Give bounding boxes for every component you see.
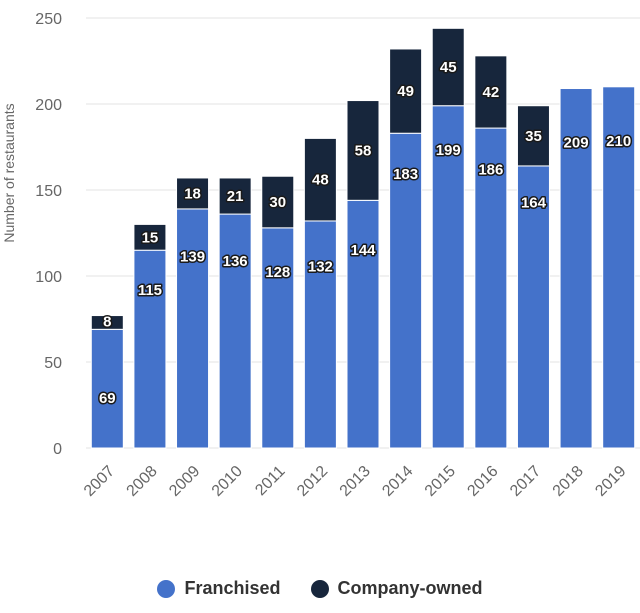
data-labels: 69 8 115 15 139 18 136 21 128 30 132 48 144 58 183 49 19…: [97, 58, 632, 409]
data-label-company-owned-2013: 58: [355, 142, 372, 159]
bar-franchised-2007[interactable]: [90, 328, 124, 449]
data-label-franchised-2008: 115: [138, 282, 162, 299]
data-label-franchised-2014: 183: [393, 166, 418, 183]
bar-company-owned-2009[interactable]: [176, 177, 210, 210]
bar-company-owned-2017[interactable]: [516, 105, 550, 167]
x-tick-label: 2011: [252, 463, 288, 499]
bar-company-owned-2010[interactable]: [218, 177, 252, 215]
bar-franchised-2015[interactable]: [431, 105, 465, 449]
bar-franchised-2009[interactable]: [176, 208, 210, 449]
data-label-franchised-2018: 209: [564, 134, 589, 151]
legend-marker-franchised: [157, 579, 176, 598]
bar-company-owned-2007[interactable]: [90, 315, 124, 330]
x-tick-label: 2007: [81, 463, 118, 500]
data-label-franchised-2019: 210: [606, 133, 631, 150]
data-label-company-owned-2015: 45: [440, 59, 457, 76]
y-axis-ticks: 0 50 100 150 200 250: [35, 11, 62, 458]
legend-marker-company-owned: [310, 579, 329, 598]
y-tick-label: 200: [35, 97, 62, 114]
data-label-franchised-2011: 128: [265, 264, 290, 281]
data-label-company-owned-2007: 8: [103, 314, 111, 331]
data-label-franchised-2009: 139: [180, 249, 205, 266]
data-label-franchised-2007: 69: [99, 390, 116, 407]
x-tick-label: 2015: [422, 463, 459, 500]
x-tick-label: 2013: [337, 463, 374, 500]
data-label-company-owned-2010: 21: [227, 188, 244, 205]
x-tick-label: 2014: [379, 463, 416, 500]
data-label-company-owned-2009: 18: [184, 185, 201, 202]
x-tick-label: 2016: [464, 463, 501, 500]
y-axis-label: Number of restaurants: [1, 103, 17, 242]
bars: [90, 27, 636, 449]
bar-company-owned-2008[interactable]: [133, 223, 167, 251]
legend-item-franchised[interactable]: Franchised: [157, 578, 281, 599]
data-label-company-owned-2016: 42: [483, 84, 500, 101]
bar-franchised-2018[interactable]: [559, 88, 593, 449]
y-tick-label: 250: [35, 11, 62, 28]
bar-company-owned-2012[interactable]: [303, 137, 337, 222]
data-label-company-owned-2017: 35: [525, 128, 542, 145]
bar-franchised-2011[interactable]: [261, 227, 295, 449]
x-tick-label: 2019: [592, 463, 629, 500]
data-label-company-owned-2012: 48: [312, 172, 329, 189]
bar-company-owned-2015[interactable]: [431, 27, 465, 107]
data-label-franchised-2010: 136: [223, 253, 248, 270]
data-label-company-owned-2008: 15: [142, 229, 159, 246]
x-axis-ticks: 2007 2008 2009 2010 2011 2012 2013 2014 2015 2016…: [81, 463, 630, 500]
bar-franchised-2008[interactable]: [133, 249, 167, 449]
x-tick-label: 2017: [507, 463, 544, 500]
bar-company-owned-2013[interactable]: [346, 100, 380, 201]
y-tick-label: 150: [35, 183, 62, 200]
x-tick-label: 2008: [124, 463, 161, 500]
data-label-company-owned-2011: 30: [269, 194, 286, 211]
bar-franchised-2019[interactable]: [602, 86, 636, 449]
legend-label-franchised: Franchised: [184, 578, 281, 598]
y-tick-label: 0: [53, 441, 62, 458]
bar-company-owned-2016[interactable]: [474, 55, 508, 129]
x-tick-label: 2010: [209, 463, 246, 500]
data-label-franchised-2015: 199: [436, 142, 461, 159]
data-label-franchised-2016: 186: [478, 162, 503, 179]
bar-company-owned-2014[interactable]: [389, 48, 423, 134]
bar-company-owned-2011[interactable]: [261, 175, 295, 229]
bar-franchised-2010[interactable]: [218, 213, 252, 449]
data-label-franchised-2013: 144: [350, 242, 376, 259]
y-tick-label: 100: [35, 269, 62, 286]
stacked-bar-chart: 0 50 100 150 200 250 Number of restaurants 69…: [1, 11, 640, 500]
legend: Franchised Company-owned: [0, 578, 640, 599]
legend-item-company-owned[interactable]: Company-owned: [310, 578, 483, 599]
data-label-franchised-2017: 164: [521, 195, 547, 212]
bar-franchised-2012[interactable]: [303, 220, 337, 449]
data-label-company-owned-2014: 49: [397, 83, 414, 100]
data-label-franchised-2012: 132: [308, 258, 333, 275]
bar-franchised-2013[interactable]: [346, 199, 380, 449]
x-tick-label: 2012: [294, 463, 331, 500]
x-tick-label: 2009: [166, 463, 203, 500]
y-tick-label: 50: [44, 355, 62, 372]
legend-label-company-owned: Company-owned: [337, 578, 483, 598]
x-tick-label: 2018: [550, 463, 587, 500]
